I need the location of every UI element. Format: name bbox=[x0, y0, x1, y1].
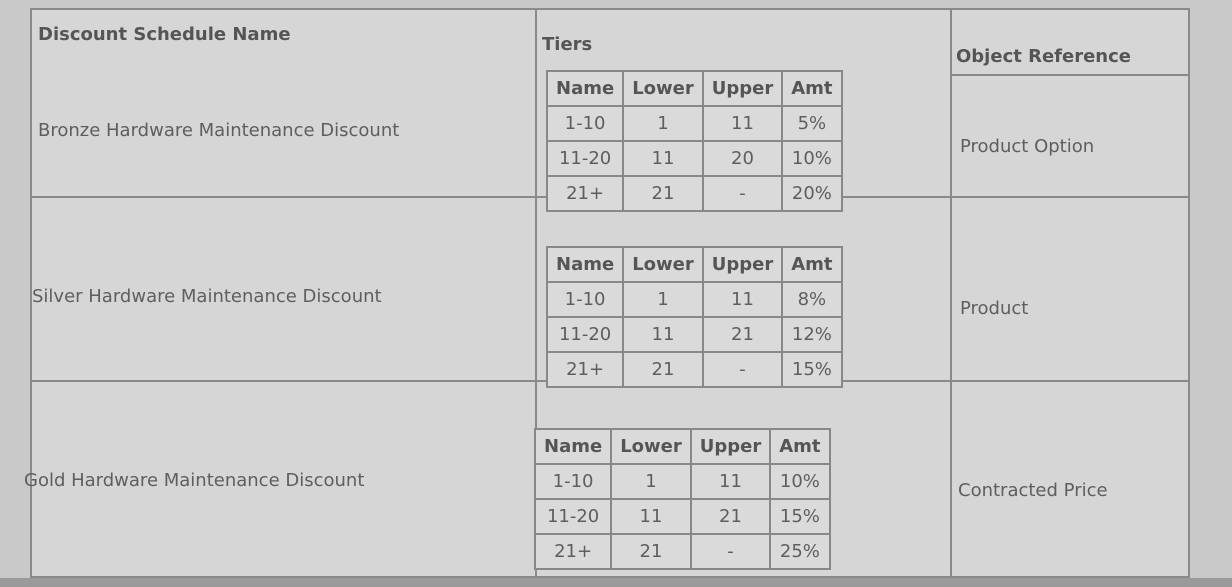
tier-row: 21+ 21-25% bbox=[533, 533, 831, 570]
tier-column-header: Amt bbox=[781, 246, 843, 283]
object-reference-bronze: Product Option bbox=[960, 136, 1095, 157]
tier-cell: 1-10 bbox=[545, 105, 625, 142]
tier-header-row: Name Lower Upper Amt bbox=[533, 428, 831, 465]
header-object-reference: Object Reference bbox=[956, 46, 1131, 67]
tier-row: 1-10 1 11 8% bbox=[545, 281, 843, 318]
column-divider bbox=[950, 10, 952, 576]
tier-cell: 11 bbox=[701, 281, 784, 318]
tier-cell: 11-20 bbox=[533, 498, 613, 535]
tier-cell: 11 bbox=[610, 498, 692, 535]
tier-column-header: Amt bbox=[769, 428, 831, 465]
schedule-name-gold: Gold Hardware Maintenance Discount bbox=[24, 470, 365, 491]
tier-row: 21+ 21-20% bbox=[545, 175, 843, 212]
tier-cell: 21+ bbox=[545, 351, 625, 388]
tier-cell: 21 bbox=[701, 316, 784, 353]
tier-cell: - bbox=[701, 351, 784, 388]
tier-cell: 1-10 bbox=[545, 281, 625, 318]
tier-row: 11-20 11 20 10% bbox=[545, 140, 843, 177]
tier-cell: 11 bbox=[689, 463, 772, 500]
tier-cell: 1-10 bbox=[533, 463, 613, 500]
tier-cell: 21 bbox=[610, 533, 692, 570]
row-divider bbox=[950, 74, 1188, 76]
tier-cell: 1 bbox=[610, 463, 692, 500]
tier-column-header: Upper bbox=[701, 246, 784, 283]
tier-cell: 11 bbox=[701, 105, 784, 142]
object-reference-silver: Product bbox=[960, 298, 1029, 319]
tier-cell: - bbox=[689, 533, 772, 570]
tier-cell: 10% bbox=[781, 140, 843, 177]
tier-cell: 15% bbox=[769, 498, 831, 535]
tier-row: 1-10 1 11 5% bbox=[545, 105, 843, 142]
tier-column-header: Amt bbox=[781, 70, 843, 107]
tier-cell: 8% bbox=[781, 281, 843, 318]
tier-column-header: Lower bbox=[610, 428, 692, 465]
tier-cell: 5% bbox=[781, 105, 843, 142]
tiers-table-gold: Name Lower Upper Amt 1-10 1 11 10% 11-20 11 21 15% 2… bbox=[533, 428, 831, 570]
tier-column-header: Lower bbox=[622, 246, 704, 283]
tier-cell: 12% bbox=[781, 316, 843, 353]
tier-cell: 20% bbox=[781, 175, 843, 212]
tier-cell: 21 bbox=[622, 351, 704, 388]
tier-row: 1-10 1 11 10% bbox=[533, 463, 831, 500]
discount-schedule-table: Discount Schedule Name Tiers Object Refe… bbox=[24, 8, 1190, 578]
header-tiers: Tiers bbox=[542, 34, 593, 55]
tier-cell: 21+ bbox=[533, 533, 613, 570]
tier-cell: 11-20 bbox=[545, 140, 625, 177]
tier-cell: 15% bbox=[781, 351, 843, 388]
tier-column-header: Upper bbox=[701, 70, 784, 107]
tiers-table-bronze: Name Lower Upper Amt 1-10 1 11 5% 11-20 11 20 10% 21… bbox=[545, 70, 843, 212]
tier-cell: 21 bbox=[689, 498, 772, 535]
tier-cell: 11 bbox=[622, 140, 704, 177]
tier-cell: 1 bbox=[622, 281, 704, 318]
tier-row: 11-20 11 21 15% bbox=[533, 498, 831, 535]
tier-column-header: Name bbox=[533, 428, 613, 465]
tier-row: 11-20 11 21 12% bbox=[545, 316, 843, 353]
header-discount-schedule-name: Discount Schedule Name bbox=[38, 24, 291, 45]
tier-cell: 21 bbox=[622, 175, 704, 212]
tier-row: 21+ 21-15% bbox=[545, 351, 843, 388]
tier-column-header: Lower bbox=[622, 70, 704, 107]
tiers-table-silver: Name Lower Upper Amt 1-10 1 11 8% 11-20 11 21 12% 21… bbox=[545, 246, 843, 388]
tier-cell: 10% bbox=[769, 463, 831, 500]
column-divider bbox=[535, 10, 537, 576]
tier-cell: 25% bbox=[769, 533, 831, 570]
tier-header-row: Name Lower Upper Amt bbox=[545, 70, 843, 107]
tier-cell: 11-20 bbox=[545, 316, 625, 353]
object-reference-gold: Contracted Price bbox=[958, 480, 1108, 501]
tier-column-header: Upper bbox=[689, 428, 772, 465]
tier-cell: 20 bbox=[701, 140, 784, 177]
tier-cell: - bbox=[701, 175, 784, 212]
tier-column-header: Name bbox=[545, 70, 625, 107]
tier-cell: 11 bbox=[622, 316, 704, 353]
tier-cell: 21+ bbox=[545, 175, 625, 212]
tier-cell: 1 bbox=[622, 105, 704, 142]
tier-column-header: Name bbox=[545, 246, 625, 283]
schedule-name-bronze: Bronze Hardware Maintenance Discount bbox=[38, 120, 400, 141]
tier-header-row: Name Lower Upper Amt bbox=[545, 246, 843, 283]
schedule-name-silver: Silver Hardware Maintenance Discount bbox=[32, 286, 382, 307]
photo-background bbox=[0, 578, 1232, 587]
